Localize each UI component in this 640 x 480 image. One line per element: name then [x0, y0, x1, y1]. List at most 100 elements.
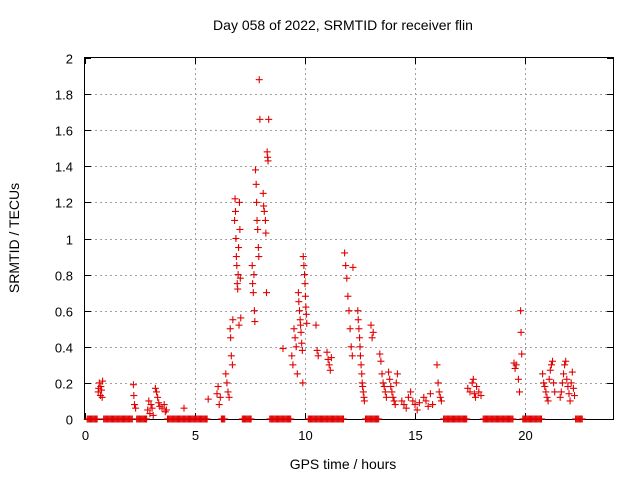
data-point [279, 345, 287, 353]
y-tick-label: 0.2 [55, 377, 73, 392]
x-tick-label: 10 [298, 428, 312, 443]
data-point [357, 361, 365, 369]
data-point [391, 401, 399, 409]
data-point [180, 404, 188, 412]
data-point [360, 397, 368, 405]
data-point [389, 393, 397, 401]
data-point [232, 235, 240, 242]
data-point [387, 383, 395, 391]
data-point [130, 392, 138, 400]
data-point [144, 406, 152, 414]
data-point [341, 249, 349, 257]
data-point [466, 388, 474, 396]
data-point [234, 285, 242, 293]
data-point [292, 343, 300, 351]
data-point [129, 381, 137, 389]
data-point [289, 361, 297, 369]
data-point [356, 343, 364, 351]
plot-frame [84, 57, 614, 420]
data-point [229, 316, 237, 324]
axis-ticks: 00.20.40.60.811.21.41.61.820 5 10 15 20 [55, 52, 613, 443]
data-point [225, 393, 233, 401]
data-point [551, 388, 559, 396]
data-point [155, 399, 163, 407]
data-point [543, 393, 551, 401]
data-point [231, 207, 239, 215]
data-point [249, 289, 257, 297]
data-point [380, 383, 388, 391]
data-point [95, 384, 103, 392]
y-tick-label: 0.6 [55, 305, 73, 320]
data-point [475, 388, 483, 396]
data-point [393, 370, 401, 378]
data-point [415, 399, 423, 407]
data-point [221, 415, 229, 423]
data-point [436, 393, 444, 401]
data-point [469, 375, 477, 383]
data-point [236, 274, 244, 282]
data-point [354, 316, 362, 324]
data-point [381, 388, 389, 396]
data-point [472, 393, 479, 401]
data-point [254, 225, 262, 233]
data-point [562, 357, 570, 365]
data-point [517, 307, 525, 315]
data-point [287, 415, 295, 423]
data-point [547, 361, 555, 369]
data-point [301, 271, 309, 279]
data-point [558, 379, 566, 387]
data-point [227, 334, 235, 342]
data-point [314, 352, 322, 360]
data-point [567, 379, 575, 387]
data-point [231, 195, 239, 203]
data-point [563, 375, 571, 383]
data-point [568, 368, 576, 376]
data-point [358, 370, 366, 378]
data-point [565, 390, 573, 398]
data-point [477, 392, 485, 400]
data-point [235, 321, 243, 329]
data-point [261, 216, 269, 224]
data-point [247, 415, 255, 423]
data-point [298, 346, 306, 354]
data-point [518, 350, 526, 358]
data-point [214, 383, 222, 391]
data-point [143, 415, 151, 423]
data-point [388, 388, 396, 396]
data-point [263, 289, 270, 297]
data-point [367, 321, 375, 329]
data-point [349, 263, 357, 271]
data-point [153, 388, 160, 396]
data-point [234, 271, 242, 279]
x-tick-label: 0 [82, 428, 89, 443]
data-point [470, 390, 478, 398]
data-point [556, 393, 564, 401]
data-point [392, 379, 400, 387]
data-point [252, 180, 260, 188]
data-point [259, 189, 267, 197]
y-tick-label: 0 [66, 413, 73, 428]
data-point [235, 244, 243, 252]
data-point [296, 307, 303, 315]
data-point [252, 166, 259, 174]
data-point [295, 298, 303, 306]
data-point [549, 357, 556, 365]
data-point [326, 366, 334, 374]
x-axis-label: GPS time / hours [290, 456, 397, 472]
data-point [511, 364, 519, 372]
y-tick-label: 1.4 [55, 160, 73, 175]
data-point [302, 303, 310, 311]
data-point [251, 318, 259, 326]
data-point [291, 334, 299, 342]
data-point [255, 253, 263, 261]
grid-lines [85, 58, 613, 419]
data-point [154, 393, 162, 401]
data-point [290, 325, 298, 333]
data-point [404, 393, 412, 401]
data-point [327, 354, 335, 362]
data-point [420, 393, 428, 401]
data-point [382, 393, 390, 401]
data-point [359, 383, 367, 391]
data-point [434, 379, 442, 387]
data-point [378, 370, 386, 378]
